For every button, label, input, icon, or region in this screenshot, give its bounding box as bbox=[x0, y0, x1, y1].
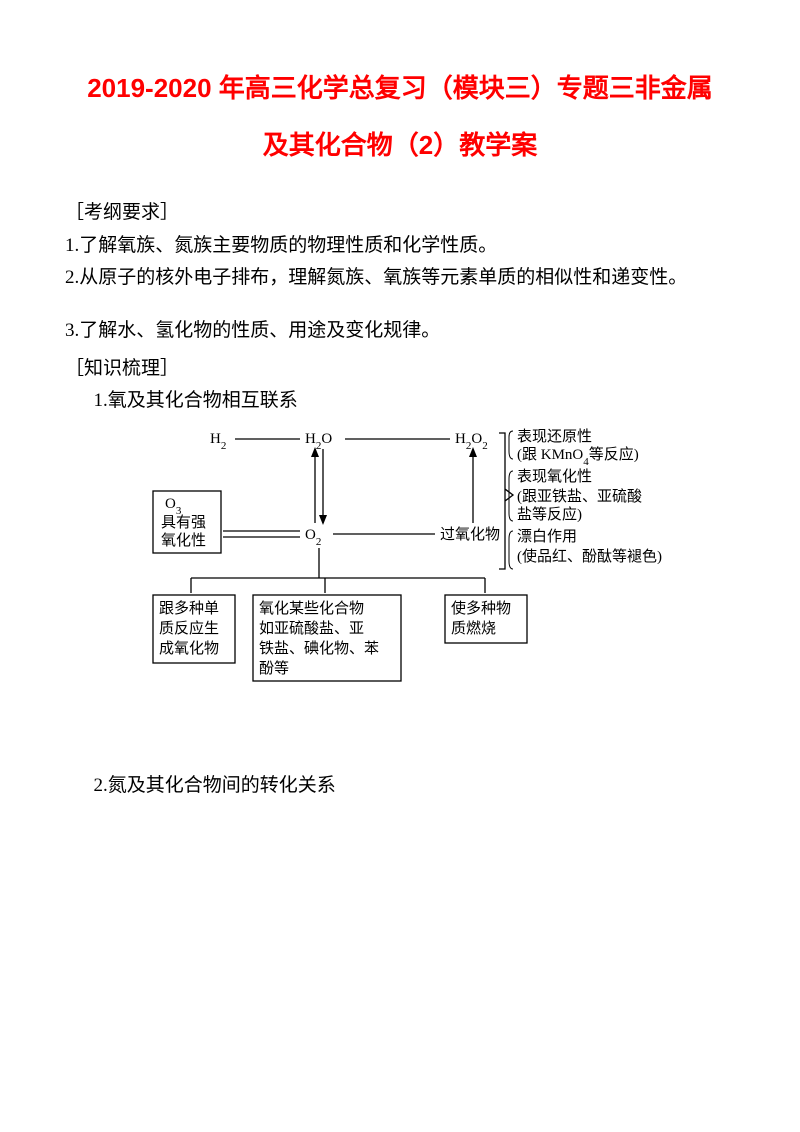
svg-text:成氧化物: 成氧化物 bbox=[159, 640, 219, 657]
title-line-1: 2019-2020 年高三化学总复习（模块三）专题三非金属 bbox=[65, 60, 735, 117]
svg-text:(使品红、酚酞等褪色): (使品红、酚酞等褪色) bbox=[517, 547, 662, 565]
svg-text:质反应生: 质反应生 bbox=[159, 619, 219, 637]
svg-text:漂白作用: 漂白作用 bbox=[517, 528, 577, 545]
svg-text:(跟亚铁盐、亚硫酸: (跟亚铁盐、亚硫酸 bbox=[517, 488, 642, 505]
svg-text:H2O: H2O bbox=[305, 431, 332, 452]
oxygen-compounds-diagram: H2 H2O H2O2 O3 具有强 氧化性 O2 过氧化物 表现还原性 (跟 … bbox=[135, 423, 735, 733]
svg-text:氧化性: 氧化性 bbox=[161, 532, 206, 549]
svg-text:跟多种单: 跟多种单 bbox=[159, 600, 219, 617]
document-title: 2019-2020 年高三化学总复习（模块三）专题三非金属 及其化合物（2）教学… bbox=[65, 60, 735, 174]
exam-req-item-1: 1.了解氧族、氮族主要物质的物理性质和化学性质。 bbox=[65, 231, 735, 261]
exam-req-item-3: 3.了解水、氢化物的性质、用途及变化规律。 bbox=[65, 316, 735, 346]
svg-text:过氧化物: 过氧化物 bbox=[440, 526, 500, 543]
svg-text:质燃烧: 质燃烧 bbox=[451, 619, 496, 637]
exam-requirements-heading: ［考纲要求］ bbox=[65, 198, 735, 228]
svg-text:O2: O2 bbox=[305, 527, 321, 548]
svg-text:使多种物: 使多种物 bbox=[451, 600, 511, 617]
svg-text:表现氧化性: 表现氧化性 bbox=[517, 468, 592, 485]
svg-text:铁盐、碘化物、苯: 铁盐、碘化物、苯 bbox=[259, 640, 379, 657]
knowledge-point-2: 2.氮及其化合物间的转化关系 bbox=[65, 771, 735, 801]
svg-text:如亚硫酸盐、亚: 如亚硫酸盐、亚 bbox=[259, 620, 364, 637]
svg-text:氧化某些化合物: 氧化某些化合物 bbox=[259, 600, 364, 617]
svg-text:盐等反应): 盐等反应) bbox=[517, 505, 582, 523]
svg-text:表现还原性: 表现还原性 bbox=[517, 428, 592, 445]
svg-text:H2O2: H2O2 bbox=[455, 431, 488, 452]
svg-text:O3: O3 bbox=[165, 496, 182, 517]
title-line-2: 及其化合物（2）教学案 bbox=[65, 117, 735, 174]
svg-text:酚等: 酚等 bbox=[259, 659, 289, 677]
svg-text:(跟 KMnO4等反应): (跟 KMnO4等反应) bbox=[517, 445, 639, 468]
svg-text:具有强: 具有强 bbox=[161, 514, 206, 531]
exam-req-item-2: 2.从原子的核外电子排布，理解氮族、氧族等元素单质的相似性和递变性。 bbox=[65, 263, 735, 293]
knowledge-heading: ［知识梳理］ bbox=[65, 354, 735, 384]
knowledge-point-1: 1.氧及其化合物相互联系 bbox=[65, 386, 735, 416]
svg-text:H2: H2 bbox=[210, 431, 226, 452]
